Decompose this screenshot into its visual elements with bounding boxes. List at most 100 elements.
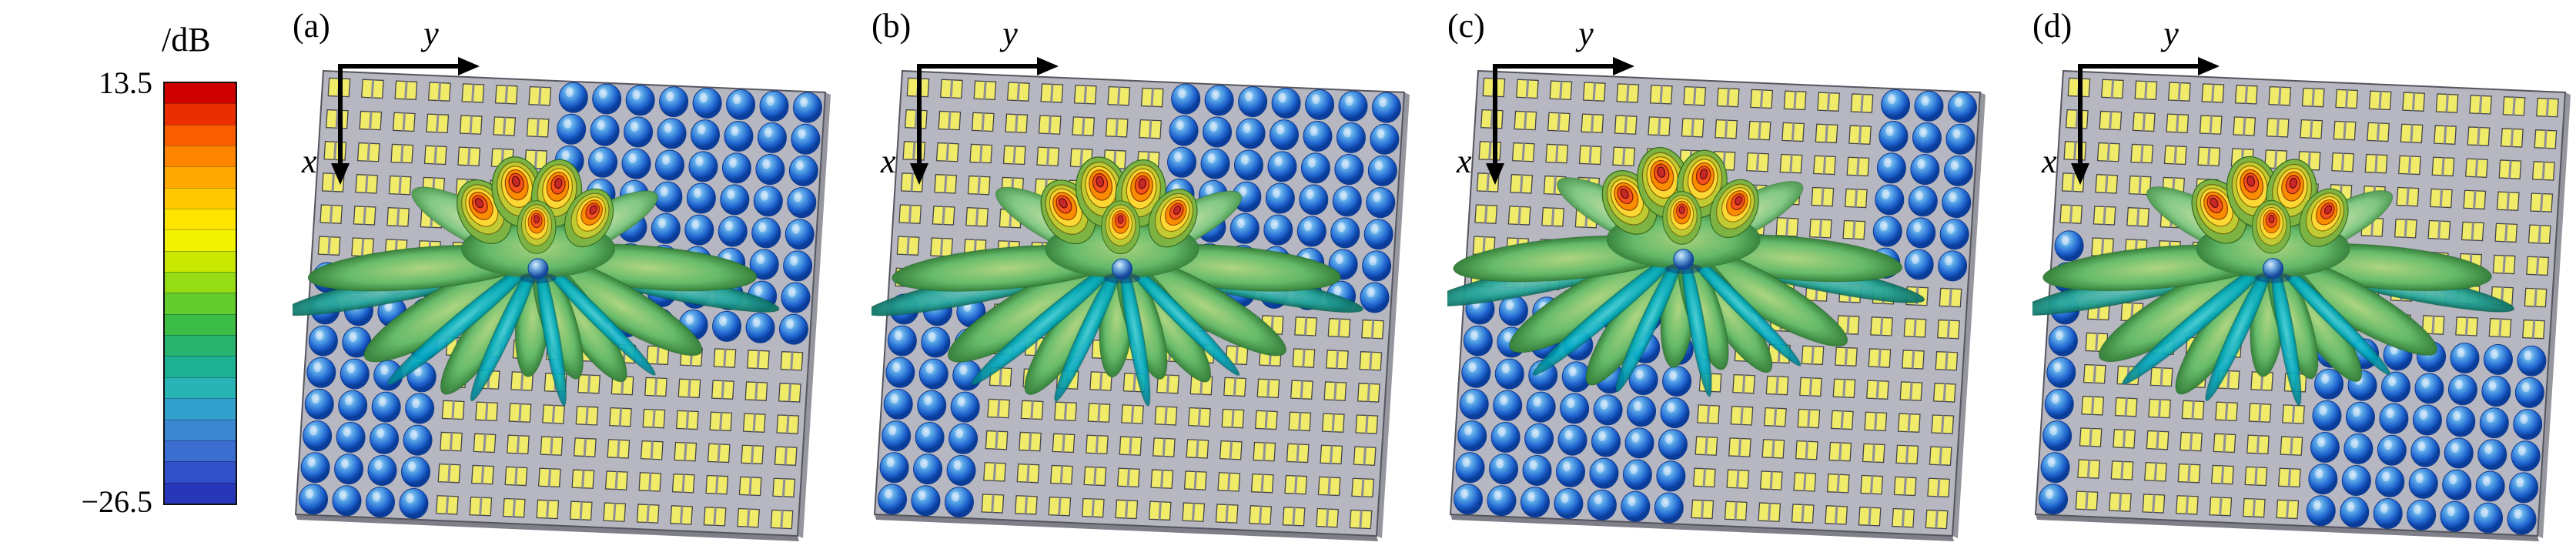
colorbar-segment: [165, 398, 236, 420]
element-lobe-blob: [1265, 182, 1295, 214]
colorbar-segment: [165, 377, 236, 399]
element-lobe-blob: [2407, 499, 2437, 531]
element-lobe-blob: [879, 452, 909, 484]
element-lobe-blob: [911, 485, 941, 517]
element-lobe-blob: [783, 250, 813, 282]
element-lobe-blob: [2373, 498, 2403, 530]
x-axis-label: x: [2041, 142, 2057, 180]
colorbar-segment: [165, 103, 236, 125]
element-lobe-blob: [299, 484, 329, 515]
element-lobe-blob: [332, 485, 362, 517]
element-lobe-blob: [2513, 409, 2543, 440]
element-lobe-blob: [1872, 216, 1902, 247]
element-lobe-blob: [588, 146, 618, 178]
colorbar-segment: [165, 209, 236, 230]
element-lobe-blob: [887, 325, 917, 356]
element-lobe-blob: [651, 213, 681, 244]
y-axis-arrowhead: [2198, 57, 2220, 75]
element-lobe-blob: [688, 151, 718, 182]
element-lobe-blob: [1524, 423, 1554, 454]
element-lobe-blob: [1593, 394, 1623, 426]
element-lobe-blob: [2042, 420, 2073, 452]
element-lobe-blob: [1624, 427, 1654, 459]
element-lobe-blob: [2314, 368, 2344, 400]
element-lobe-blob: [338, 390, 368, 421]
element-lobe-blob: [2054, 230, 2084, 262]
element-lobe-blob: [370, 423, 400, 454]
y-axis-label: y: [1575, 15, 1594, 52]
element-lobe-blob: [2481, 376, 2511, 407]
element-lobe-blob: [399, 487, 429, 519]
element-lobe-blob: [2450, 343, 2480, 374]
element-lobe-blob: [1238, 86, 1268, 118]
element-lobe-blob: [878, 484, 908, 515]
element-lobe-blob: [2375, 466, 2405, 497]
center-sphere: [1673, 249, 1694, 270]
element-lobe-blob: [1454, 484, 1484, 515]
element-lobe-blob: [336, 421, 366, 453]
colorbar-segment: [165, 146, 236, 167]
element-lobe-blob: [365, 487, 395, 518]
element-lobe-blob: [720, 184, 750, 216]
main-lobe: [564, 188, 614, 248]
element-lobe-blob: [918, 358, 948, 390]
panel-c-label: (c): [1447, 7, 1485, 45]
element-lobe-blob: [2446, 406, 2476, 437]
element-lobe-blob: [1908, 186, 1938, 217]
element-lobe-blob: [1455, 452, 1485, 484]
element-lobe-blob: [1229, 213, 1260, 244]
element-lobe-blob: [2442, 469, 2472, 500]
element-lobe-blob: [1493, 390, 1523, 421]
element-lobe-blob: [745, 312, 775, 343]
element-lobe-blob: [1263, 214, 1293, 246]
element-lobe-blob: [2410, 436, 2441, 467]
element-lobe-blob: [1233, 149, 1263, 181]
y-axis-label: y: [420, 15, 439, 52]
element-lobe-blob: [1621, 490, 1651, 522]
element-lobe-blob: [592, 83, 622, 115]
colorbar-segment: [165, 419, 236, 440]
element-lobe-blob: [1332, 186, 1362, 217]
colorbar-segment: [165, 250, 236, 273]
element-lobe-blob: [1371, 92, 1401, 123]
element-lobe-blob: [2412, 404, 2442, 436]
center-sphere: [2262, 258, 2283, 280]
element-lobe-blob: [726, 89, 756, 120]
element-lobe-blob: [755, 154, 785, 186]
colorbar-segment: [165, 440, 236, 462]
element-lobe-blob: [791, 123, 821, 155]
element-lobe-blob: [308, 325, 338, 356]
element-lobe-blob: [788, 155, 818, 186]
element-lobe-blob: [2479, 407, 2509, 439]
element-lobe-blob: [557, 113, 587, 145]
element-lobe-blob: [915, 421, 945, 453]
element-lobe-blob: [1627, 396, 1657, 427]
element-lobe-blob: [2408, 467, 2438, 499]
element-lobe-blob: [1167, 146, 1197, 178]
element-lobe-blob: [1487, 485, 1517, 517]
element-lobe-blob: [1461, 356, 1491, 388]
element-lobe-blob: [1945, 123, 1975, 155]
element-lobe-blob: [1591, 426, 1621, 457]
y-axis-label: y: [999, 15, 1018, 52]
main-lobe: [2252, 199, 2291, 254]
element-lobe-blob: [1904, 249, 1934, 280]
element-lobe-blob: [1914, 90, 1944, 122]
element-lobe-blob: [1305, 89, 1335, 120]
panel-d-graphic: yx: [2032, 15, 2571, 541]
element-lobe-blob: [1330, 217, 1360, 249]
y-axis-label: y: [2160, 15, 2179, 52]
panel-b-label: (b): [871, 7, 912, 45]
element-lobe-blob: [1656, 460, 1686, 492]
element-lobe-blob: [1522, 454, 1552, 486]
element-lobe-blob: [403, 424, 433, 456]
element-lobe-blob: [1912, 122, 1942, 153]
element-lobe-blob: [883, 388, 913, 420]
element-lobe-blob: [1662, 365, 1692, 397]
element-lobe-blob: [2514, 377, 2544, 408]
panel-b-graphic: yx: [871, 15, 1410, 541]
element-lobe-blob: [792, 92, 822, 123]
element-lobe-blob: [625, 85, 655, 116]
element-lobe-blob: [2475, 470, 2505, 502]
